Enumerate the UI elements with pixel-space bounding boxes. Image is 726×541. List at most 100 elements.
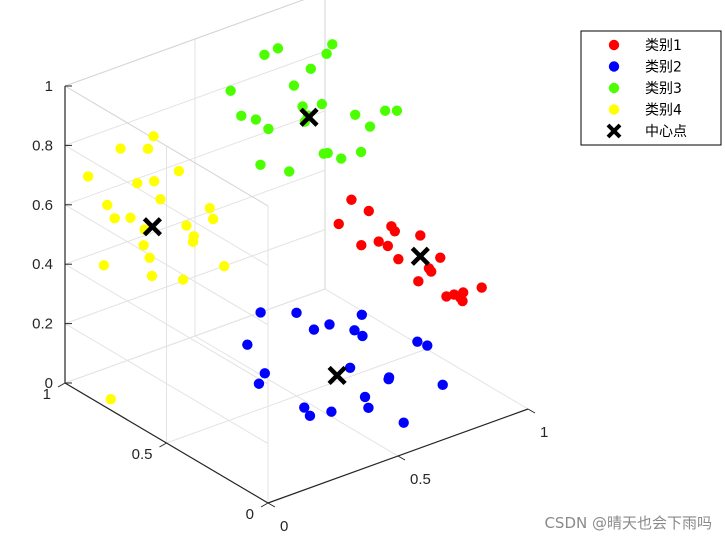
data-point: [207, 213, 219, 225]
legend-marker: [608, 39, 620, 51]
data-point: [98, 260, 110, 271]
x-tick-label: 0.5: [410, 471, 431, 488]
legend-marker: [608, 104, 620, 115]
data-point: [457, 287, 469, 298]
data-point: [382, 240, 394, 252]
legend-marker: [608, 82, 620, 94]
data-point: [437, 379, 448, 391]
x-tick-label: 1: [540, 424, 548, 441]
data-point: [413, 276, 424, 287]
grid-line: [64, 288, 326, 384]
data-point: [383, 372, 395, 383]
data-point: [476, 282, 487, 293]
data-point: [435, 252, 446, 263]
z-tick-label: 0.4: [32, 256, 53, 273]
y-tick: [159, 442, 167, 448]
data-point: [225, 85, 236, 96]
data-point: [363, 205, 374, 217]
data-point: [373, 236, 384, 247]
data-point: [422, 340, 433, 351]
data-point: [82, 171, 94, 182]
legend-label: 类别1: [645, 38, 682, 54]
data-point: [284, 166, 295, 177]
data-point: [187, 236, 199, 248]
data-point: [322, 147, 333, 159]
x-tick: [397, 455, 406, 461]
data-point: [379, 105, 391, 116]
x-tick-label: 0: [280, 518, 288, 535]
data-point: [344, 362, 356, 373]
center-marker: [299, 107, 319, 127]
center-marker: [327, 365, 347, 386]
data-point: [357, 330, 368, 342]
x-tick: [267, 502, 276, 508]
data-point: [255, 159, 266, 170]
data-point: [333, 218, 344, 230]
data-point: [299, 402, 310, 413]
data-point: [291, 307, 302, 319]
data-point: [259, 49, 270, 60]
axis-lines: [57, 85, 536, 508]
z-tick-label: 1: [45, 78, 53, 95]
data-point: [363, 402, 374, 414]
data-point: [272, 43, 284, 54]
data-point: [321, 48, 332, 60]
data-point: [350, 109, 361, 121]
center-marker: [410, 246, 430, 266]
y-tick-label: 0: [246, 506, 254, 523]
data-point: [457, 295, 468, 307]
data-point: [288, 80, 300, 91]
data-point: [336, 153, 347, 164]
legend-marker: [608, 61, 620, 72]
data-point: [426, 266, 437, 277]
data-point: [326, 406, 337, 417]
data-point: [324, 319, 335, 330]
data-point: [146, 270, 158, 282]
data-point: [349, 325, 360, 336]
data-point: [250, 114, 262, 125]
data-point: [356, 240, 367, 251]
grid-lines: [64, 0, 529, 504]
data-point: [356, 309, 368, 320]
data-point: [441, 291, 452, 302]
data-point: [415, 230, 426, 241]
y-tick-label: 1: [43, 386, 51, 403]
legend-label: 类别2: [645, 60, 682, 76]
center-marker: [142, 217, 162, 237]
watermark: CSDN @晴天也会下雨吗: [544, 514, 712, 532]
data-point: [177, 274, 189, 285]
z-tick-label: 0.8: [32, 137, 53, 154]
box-edge: [64, 85, 269, 207]
legend: 类别1 类别2 类别3 类别4 中心点: [580, 30, 722, 146]
data-point: [125, 212, 136, 223]
legend-label: 中心点: [645, 124, 687, 140]
data-point: [263, 123, 274, 135]
x-tick: [527, 408, 536, 414]
data-point: [359, 391, 371, 403]
data-point: [304, 410, 316, 422]
data-point: [346, 194, 357, 205]
data-point: [181, 220, 192, 231]
data-point: [204, 202, 215, 214]
data-point: [253, 378, 265, 389]
data-point: [138, 240, 149, 251]
data-point: [412, 336, 423, 347]
data-point: [386, 221, 397, 232]
box-edge: [64, 0, 305, 87]
data-point: [327, 39, 338, 50]
data-point: [173, 165, 185, 177]
z-tick-label: 0: [45, 375, 53, 392]
data-point: [219, 260, 230, 272]
y-tick: [260, 502, 269, 508]
data-point: [297, 101, 308, 112]
z-tick-label: 0.6: [32, 197, 53, 214]
y-tick-label: 0.5: [132, 446, 153, 463]
data-point: [355, 146, 367, 158]
data-point: [132, 177, 143, 189]
data-point: [255, 307, 266, 318]
data-point: [305, 63, 317, 75]
grid-line: [166, 348, 427, 444]
data-point: [259, 368, 270, 379]
